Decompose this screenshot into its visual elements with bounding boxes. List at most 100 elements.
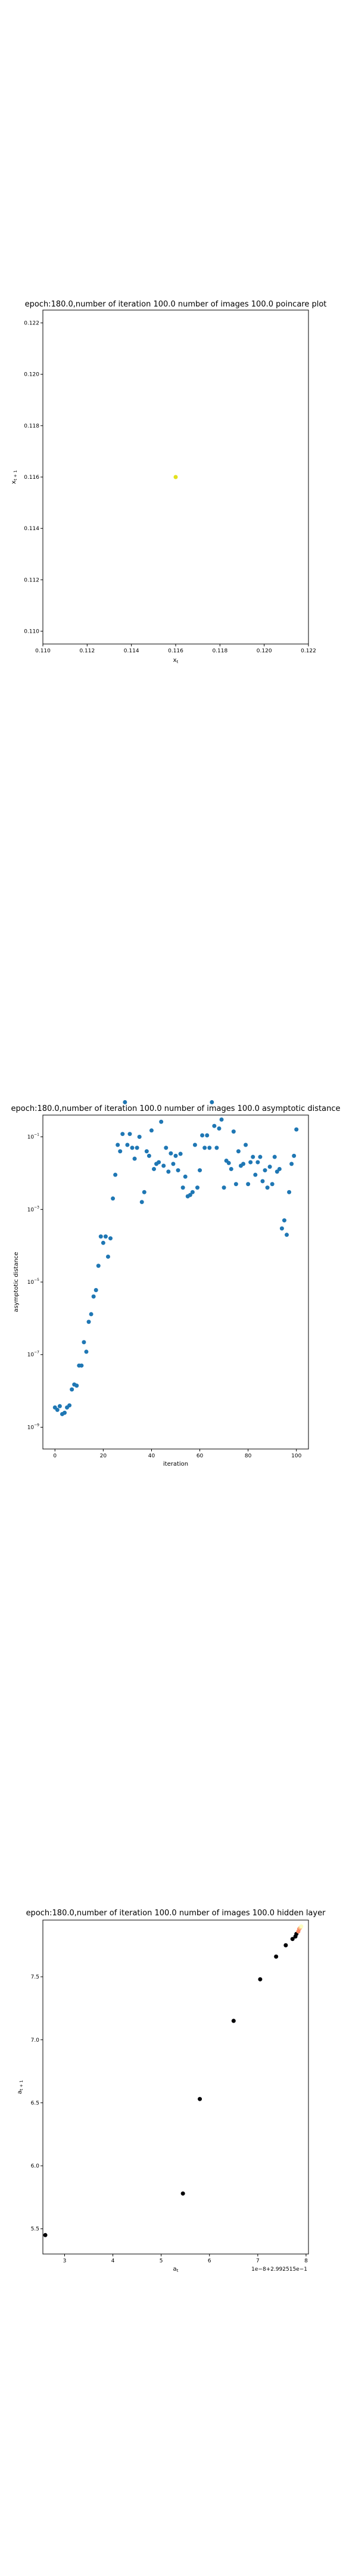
asymptotic-point [157, 1160, 161, 1165]
asymptotic-point [84, 1349, 89, 1354]
asymptotic-point [190, 1190, 195, 1194]
asymptotic-point [146, 1153, 151, 1158]
hidden-layer-plot-area [42, 1919, 309, 2255]
asymptotic-point [96, 1264, 101, 1268]
asymptotic-point [226, 1160, 231, 1165]
asymptotic-point [253, 1172, 258, 1177]
poincare-ylabel: xt + 1 [11, 470, 18, 484]
x-tick-label: 0.114 [124, 648, 139, 654]
y-tick-label: 0.110 [24, 628, 39, 634]
poincare-points [173, 475, 178, 479]
x-tick-label: 0.120 [257, 648, 272, 654]
asymptotic-point [279, 1226, 284, 1231]
hidden-layer-points [43, 1924, 304, 2237]
hidden-layer-x-ticks: 3 4 5 6 7 8 [63, 2254, 308, 2264]
hidden-layer-point [274, 1954, 279, 1959]
asymptotic-point [195, 1185, 199, 1190]
y-tick-label: 10−5 [27, 1278, 39, 1286]
asymptotic-point [272, 1154, 277, 1159]
asymptotic-point [275, 1169, 279, 1174]
asymptotic-point [132, 1156, 137, 1161]
x-tick-label: 6 [208, 2258, 211, 2264]
asymptotic-point [98, 1234, 103, 1239]
asymptotic-point [152, 1166, 157, 1171]
y-tick-label: 6.0 [31, 2163, 40, 2169]
x-tick-label: 40 [148, 1453, 155, 1459]
asymptotic-point [292, 1153, 297, 1158]
asymptotic-point [103, 1234, 108, 1239]
asymptotic-point [178, 1151, 183, 1156]
asymptotic-point [210, 1100, 214, 1104]
x-tick-label: 0.116 [168, 648, 183, 654]
asymptotic-point [244, 1143, 248, 1147]
asymptotic-point [123, 1100, 127, 1104]
asymptotic-point [105, 1254, 110, 1259]
asymptotic-point [135, 1145, 139, 1150]
poincare-y-ticks: 0.110 0.112 0.114 0.116 0.118 0.120 0.122 [24, 321, 43, 634]
asymptotic-point [57, 1404, 62, 1408]
x-tick-label: 3 [63, 2258, 67, 2264]
asymptotic-point [248, 1160, 253, 1165]
asymptotic-point [222, 1185, 226, 1190]
asymptotic-point [116, 1143, 120, 1147]
hidden-layer-point [231, 2018, 236, 2023]
asymptotic-point [62, 1410, 67, 1415]
asymptotic-point [183, 1174, 188, 1179]
asymptotic-point [289, 1162, 294, 1166]
asymptotic-ylabel: asymptotic distance [13, 1252, 20, 1312]
asymptotic-point [260, 1179, 265, 1184]
asymptotic-point [86, 1320, 91, 1324]
x-tick-label: 100 [291, 1453, 301, 1459]
asymptotic-point [251, 1154, 255, 1159]
asymptotic-point [263, 1168, 267, 1173]
x-tick-label: 0 [53, 1453, 57, 1459]
asymptotic-point [217, 1126, 222, 1131]
asymptotic-point [176, 1168, 180, 1173]
asymptotic-point [231, 1129, 236, 1134]
asymptotic-point [139, 1200, 144, 1205]
asymptotic-title: epoch:180.0,number of iteration 100.0 nu… [11, 1104, 340, 1113]
hidden-layer-point [180, 2191, 185, 2196]
asymptotic-point [142, 1190, 146, 1194]
asymptotic-point [265, 1185, 270, 1190]
x-tick-label: 4 [111, 2258, 115, 2264]
asymptotic-point [246, 1182, 251, 1187]
x-tick-label: 5 [160, 2258, 163, 2264]
asymptotic-point [101, 1240, 105, 1245]
asymptotic-point [120, 1132, 125, 1137]
asymptotic-point [113, 1172, 118, 1177]
asymptotic-point [282, 1218, 286, 1223]
asymptotic-point [111, 1196, 116, 1201]
hidden-layer-point [290, 1937, 295, 1942]
asymptotic-point [287, 1190, 292, 1194]
y-tick-label: 0.122 [24, 321, 39, 327]
asymptotic-point [294, 1127, 299, 1132]
asymptotic-point [161, 1163, 166, 1168]
hidden-layer-ylabel: at + 1 [17, 2080, 24, 2094]
y-tick-label: 0.118 [24, 423, 39, 429]
y-tick-label: 7.0 [31, 2038, 40, 2044]
asymptotic-point [188, 1193, 192, 1197]
y-tick-label: 10−3 [27, 1205, 39, 1213]
asymptotic-point [82, 1340, 86, 1345]
y-tick-label: 0.120 [24, 372, 39, 378]
asymptotic-point [91, 1294, 96, 1299]
asymptotic-point [277, 1166, 282, 1171]
asymptotic-point [173, 1153, 178, 1158]
x-tick-label: 0.118 [212, 648, 227, 654]
asymptotic-point [149, 1128, 154, 1133]
asymptotic-y-ticks: 10−9 10−7 10−5 10−3 10−1 [27, 1133, 43, 1431]
asymptotic-point [229, 1166, 233, 1171]
asymptotic-point [200, 1133, 205, 1138]
x-tick-label: 7 [256, 2258, 260, 2264]
y-tick-label: 10−9 [27, 1423, 39, 1431]
asymptotic-point [169, 1151, 173, 1156]
y-tick-label: 10−7 [27, 1351, 39, 1358]
asymptotic-point [285, 1233, 289, 1237]
asymptotic-points [52, 1100, 299, 1416]
y-tick-label: 0.112 [24, 577, 39, 583]
asymptotic-point [118, 1149, 123, 1154]
asymptotic-point [236, 1149, 241, 1154]
asymptotic-point [233, 1182, 238, 1187]
asymptotic-x-ticks: 0 20 40 60 80 100 [53, 1449, 302, 1459]
